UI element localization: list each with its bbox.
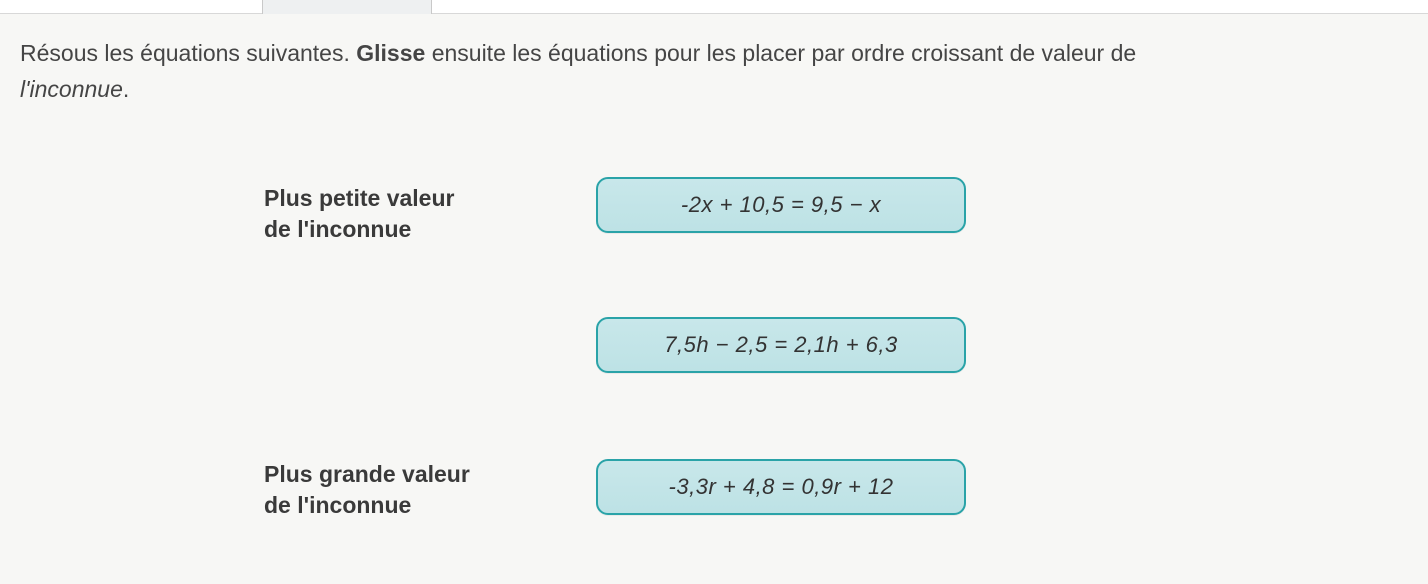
equation-text-3: -3,3r + 4,8 = 0,9r + 12 — [669, 474, 894, 500]
equation-tile-3[interactable]: -3,3r + 4,8 = 0,9r + 12 — [596, 459, 966, 515]
instruction-pre: Résous les équations suivantes. — [20, 40, 356, 66]
label-smallest: Plus petite valeur de l'inconnue — [264, 183, 454, 245]
label-smallest-l2: de l'inconnue — [264, 216, 411, 242]
exercise-content: Résous les équations suivantes. Glisse e… — [0, 14, 1428, 584]
instruction-post: ensuite les équations pour les placer pa… — [425, 40, 1136, 66]
instruction-italic: l'inconnue — [20, 76, 123, 102]
equation-text-1: -2x + 10,5 = 9,5 − x — [681, 192, 881, 218]
drag-sort-area: Plus petite valeur de l'inconnue Plus gr… — [20, 177, 1400, 557]
instruction-end: . — [123, 76, 129, 102]
label-largest-l1: Plus grande valeur — [264, 461, 470, 487]
label-largest: Plus grande valeur de l'inconnue — [264, 459, 470, 521]
instruction-bold: Glisse — [356, 40, 425, 66]
label-smallest-l1: Plus petite valeur — [264, 185, 454, 211]
instruction-text: Résous les équations suivantes. Glisse e… — [20, 36, 1400, 107]
equation-text-2: 7,5h − 2,5 = 2,1h + 6,3 — [664, 332, 898, 358]
equation-tile-1[interactable]: -2x + 10,5 = 9,5 − x — [596, 177, 966, 233]
equation-tile-2[interactable]: 7,5h − 2,5 = 2,1h + 6,3 — [596, 317, 966, 373]
label-largest-l2: de l'inconnue — [264, 492, 411, 518]
tab-fragment — [262, 0, 432, 14]
window-top-edge — [0, 0, 1428, 14]
